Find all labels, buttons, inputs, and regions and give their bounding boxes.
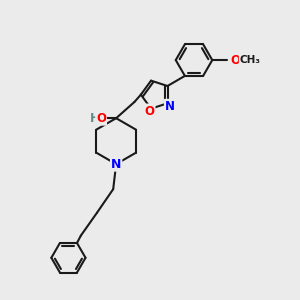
Text: O: O bbox=[145, 104, 154, 118]
Text: N: N bbox=[111, 158, 121, 171]
Text: O: O bbox=[96, 112, 106, 125]
Text: H: H bbox=[90, 112, 100, 125]
Text: O: O bbox=[230, 54, 241, 67]
Text: CH₃: CH₃ bbox=[239, 55, 260, 65]
Text: N: N bbox=[165, 100, 175, 113]
